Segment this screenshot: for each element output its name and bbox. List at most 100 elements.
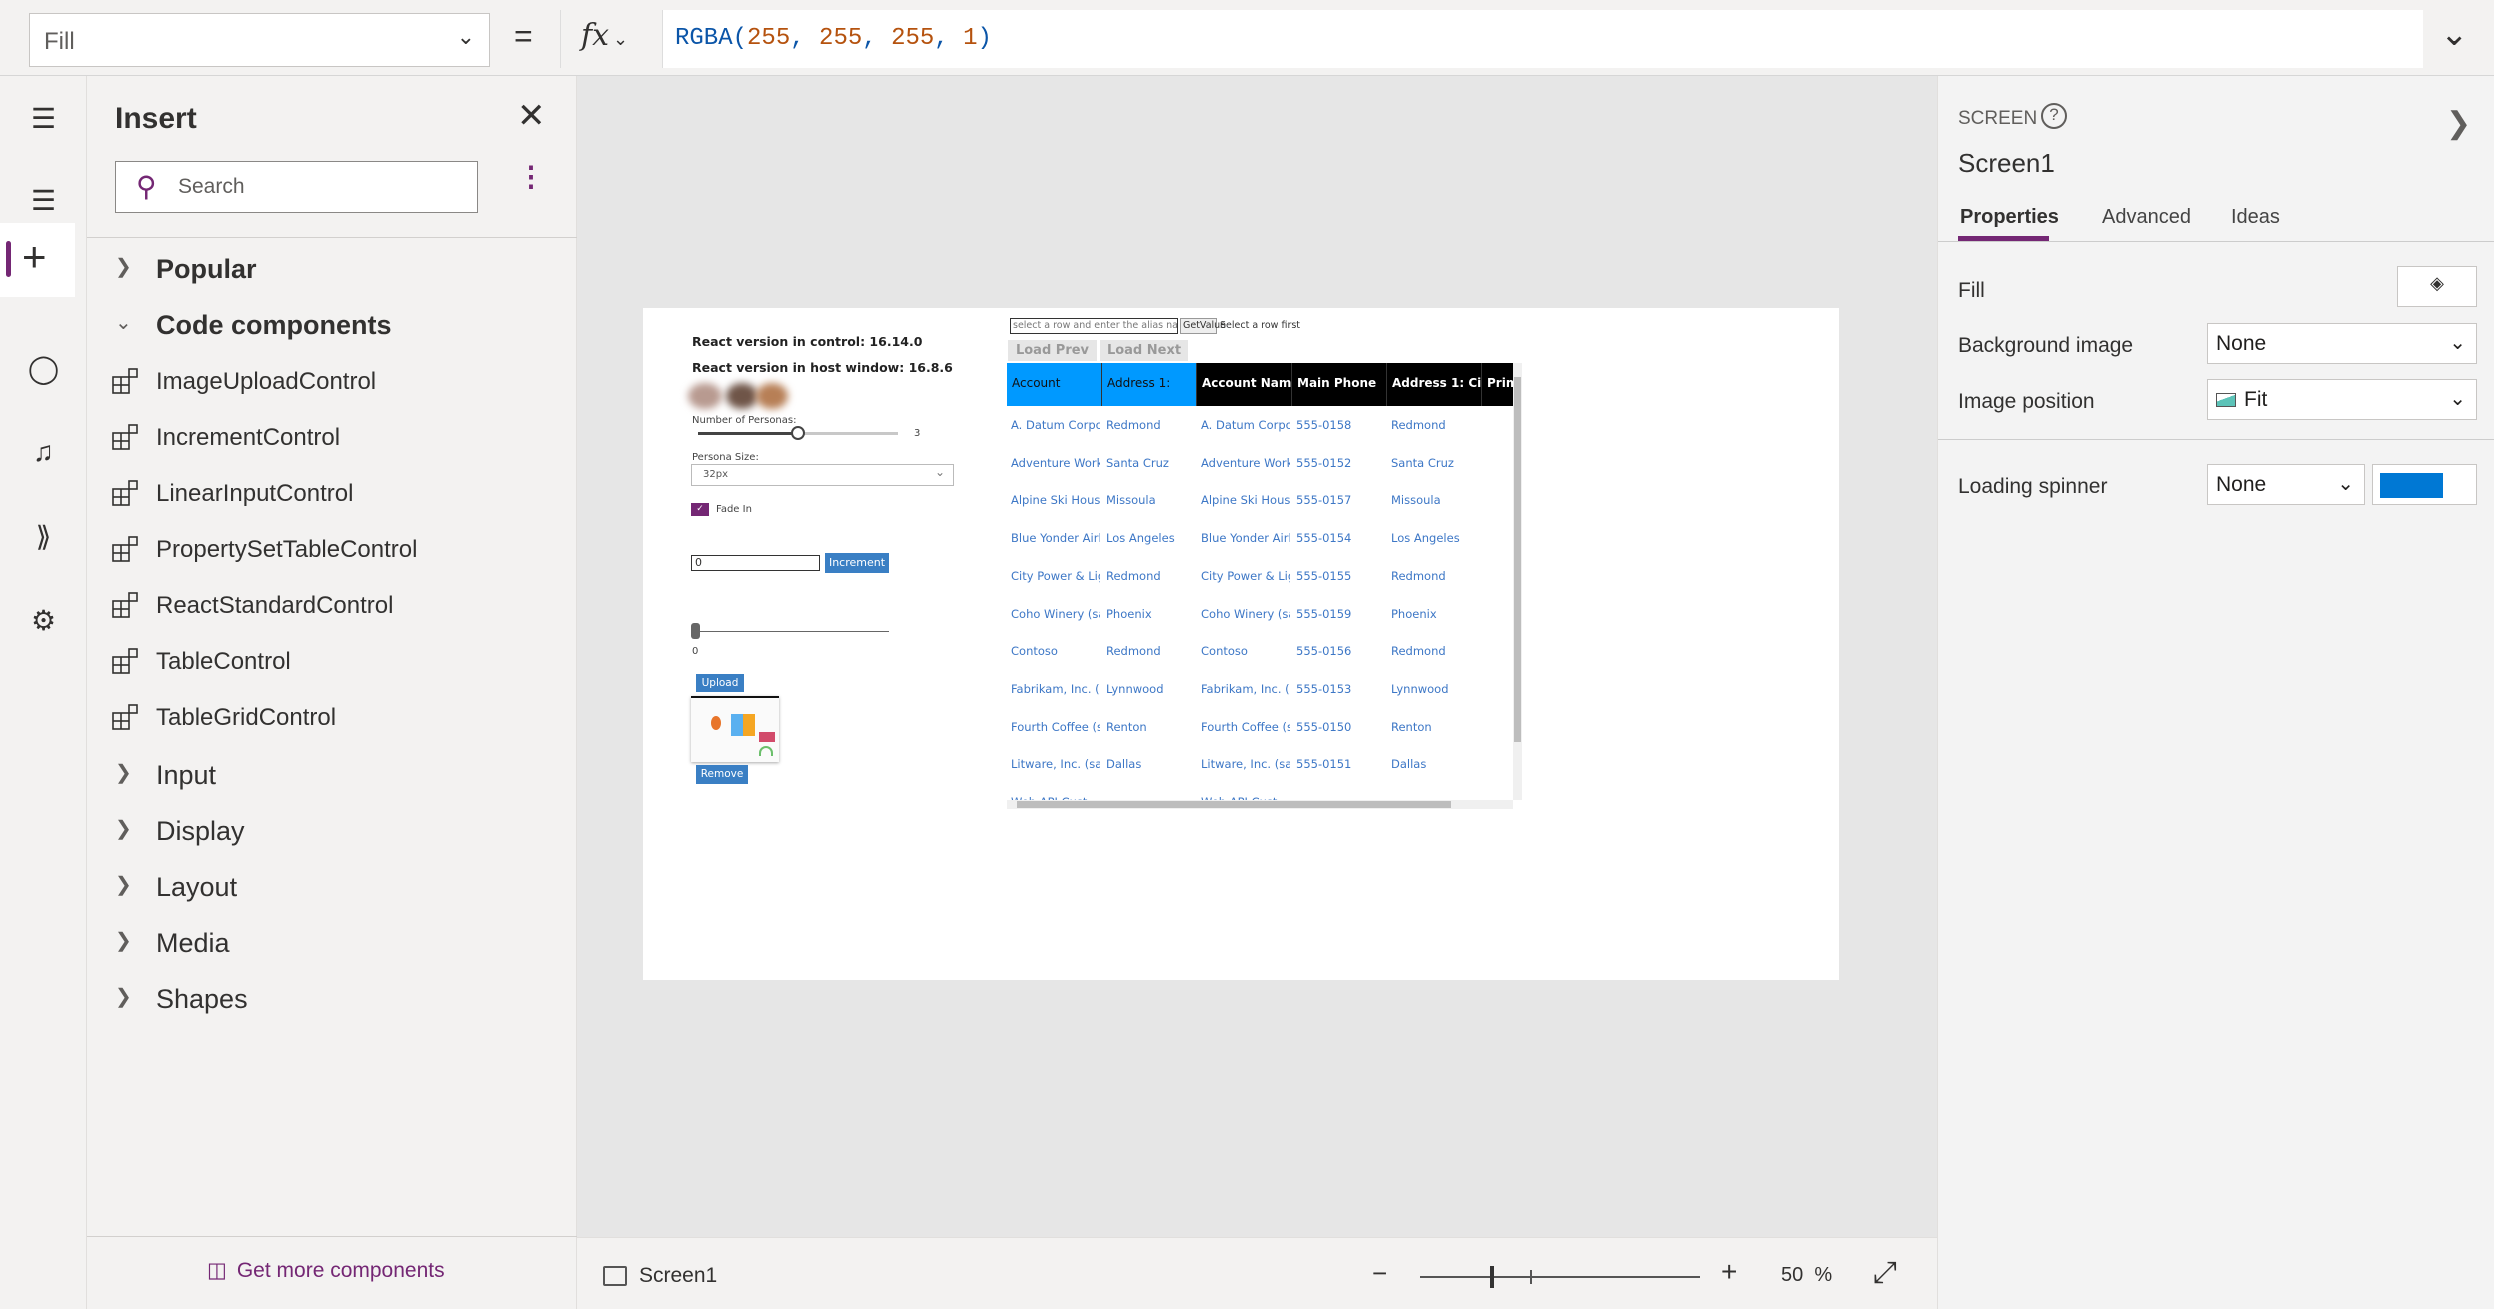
media-icon[interactable]: ♫ <box>33 436 54 467</box>
tab-properties[interactable]: Properties <box>1960 206 2059 228</box>
chevron-right-icon[interactable]: ❯ <box>2446 107 2472 140</box>
database-icon[interactable]: ◯ <box>27 353 60 384</box>
loading-spinner-dropdown[interactable]: None ⌄ <box>2207 464 2365 505</box>
persona-size-dropdown[interactable]: 32px ⌄ <box>691 464 954 486</box>
column-header[interactable]: Primary <box>1482 363 1513 406</box>
table-row[interactable]: Contoso Redmond Contoso 555-0156 Redmond <box>1007 632 1513 669</box>
rail-item-insert[interactable]: + <box>0 223 75 297</box>
category-item[interactable]: ❯ Shapes <box>87 976 577 1026</box>
close-icon[interactable]: ✕ <box>517 97 546 135</box>
table-cell: Litware, Inc. (sample) <box>1201 757 1290 772</box>
table-cell: Coho Winery (sample) <box>1011 606 1100 621</box>
tools-icon[interactable]: ⚙ <box>30 605 57 636</box>
table-row[interactable]: Fourth Coffee (sample) Renton Fourth Coffe… <box>1007 708 1513 745</box>
avatar <box>688 383 722 409</box>
zoom-out-button[interactable]: − <box>1372 1258 1388 1288</box>
component-item[interactable]: LinearInputControl <box>87 470 577 520</box>
data-table[interactable]: Account Address 1: Account Name Main Phone A… <box>1007 363 1513 800</box>
table-row[interactable]: Blue Yonder Airlines Los Angeles Blue Yond… <box>1007 519 1513 556</box>
divider <box>87 1236 577 1237</box>
component-item[interactable]: TableControl <box>87 638 577 688</box>
search-placeholder: Search <box>178 175 245 198</box>
table-row[interactable]: Alpine Ski House Missoula Alpine Ski House… <box>1007 481 1513 518</box>
column-header[interactable]: Account Name <box>1197 363 1292 406</box>
persona-avatars <box>688 381 798 411</box>
scrollbar-thumb[interactable] <box>1514 377 1521 742</box>
zoom-in-button[interactable]: + <box>1721 1256 1738 1287</box>
fill-color-picker[interactable]: ◈ <box>2397 266 2477 307</box>
slider-thumb[interactable] <box>791 426 805 440</box>
slider-thumb[interactable] <box>691 623 700 639</box>
table-cell: Blue Yonder Airlines <box>1011 531 1100 546</box>
tab-advanced[interactable]: Advanced <box>2102 206 2191 228</box>
table-row[interactable]: Litware, Inc. (sample) Dallas Litware, Inc… <box>1007 745 1513 782</box>
category-popular[interactable]: ❯ Popular <box>87 246 577 296</box>
zoom-slider[interactable] <box>1420 1266 1700 1288</box>
category-item[interactable]: ❯ Input <box>87 752 577 802</box>
increment-button[interactable]: Increment <box>825 553 889 573</box>
load-next-button[interactable]: Load Next <box>1100 340 1188 361</box>
load-prev-button[interactable]: Load Prev <box>1008 340 1097 361</box>
table-cell: Adventure Works <box>1201 455 1290 470</box>
component-label: ReactStandardControl <box>156 592 394 619</box>
get-more-components-link[interactable]: ◫ Get more components <box>207 1258 445 1283</box>
linear-input-slider[interactable] <box>691 623 889 639</box>
vertical-scrollbar[interactable] <box>1513 363 1522 800</box>
scrollbar-thumb[interactable] <box>1017 801 1451 808</box>
increment-input[interactable]: 0 <box>691 555 820 571</box>
fit-to-window-icon[interactable]: ⤢ <box>1873 1256 1897 1289</box>
divider <box>1938 439 2494 440</box>
component-item[interactable]: ImageUploadControl <box>87 358 577 408</box>
more-options-icon[interactable]: ⋮ <box>517 161 545 192</box>
table-row[interactable]: City Power & Light Redmond City Power & Li… <box>1007 557 1513 594</box>
fade-in-checkbox[interactable]: ✓ <box>691 503 709 516</box>
table-row[interactable]: Web API Cust... Web API Cust... <box>1007 783 1513 800</box>
category-code-components[interactable]: ⌄ Code components <box>87 302 577 352</box>
background-image-dropdown[interactable]: None ⌄ <box>2207 323 2477 364</box>
table-row[interactable]: A. Datum Corporation Redmond A. Datum Corp… <box>1007 406 1513 443</box>
slider-fill <box>698 432 798 435</box>
category-item[interactable]: ❯ Media <box>87 920 577 970</box>
search-input[interactable]: ⚲ Search <box>115 161 478 213</box>
component-item[interactable]: IncrementControl <box>87 414 577 464</box>
personas-slider[interactable] <box>698 426 898 440</box>
table-row[interactable]: Fabrikam, Inc. (sample) Lynnwood Fabrikam,… <box>1007 670 1513 707</box>
column-header[interactable]: Account <box>1007 363 1102 406</box>
remove-button[interactable]: Remove <box>696 765 748 784</box>
expand-formula-icon[interactable]: ⌄ <box>2440 15 2469 53</box>
thumb-shape <box>759 746 773 756</box>
column-header[interactable]: Address 1: <box>1102 363 1197 406</box>
divider <box>1938 241 2494 242</box>
fx-button[interactable]: fx ⌄ <box>560 10 663 68</box>
table-row[interactable]: Coho Winery (sample) Phoenix Coho Winery (… <box>1007 595 1513 632</box>
property-dropdown[interactable]: Fill ⌄ <box>29 13 490 67</box>
image-position-dropdown[interactable]: Fit ⌄ <box>2207 379 2477 420</box>
category-item[interactable]: ❯ Display <box>87 808 577 858</box>
formula-input[interactable]: RGBA(255, 255, 255, 1) <box>663 10 2423 68</box>
app-screen[interactable]: React version in control: 16.14.0 React … <box>643 308 1839 980</box>
spinner-color-picker[interactable] <box>2372 464 2477 505</box>
table-row[interactable]: Adventure Works Santa Cruz Adventure Works… <box>1007 444 1513 481</box>
component-item[interactable]: TableGridControl <box>87 694 577 744</box>
help-icon[interactable]: ? <box>2041 103 2067 129</box>
upload-button[interactable]: Upload <box>696 674 744 692</box>
paint-bucket-icon: ◈ <box>2430 273 2444 293</box>
column-header[interactable]: Main Phone <box>1292 363 1387 406</box>
hamburger-icon[interactable]: ☰ <box>30 103 57 134</box>
table-cell: Blue Yonder Airlines <box>1201 531 1290 546</box>
slider-thumb[interactable] <box>1490 1266 1494 1288</box>
getvalue-button[interactable]: GetValue <box>1180 318 1226 334</box>
category-item[interactable]: ❯ Layout <box>87 864 577 914</box>
power-automate-icon[interactable]: ⟫ <box>35 521 52 552</box>
table-cell: Redmond <box>1106 568 1161 583</box>
horizontal-scrollbar[interactable] <box>1007 800 1513 809</box>
alias-input[interactable]: select a row and enter the alias name <box>1010 318 1178 334</box>
column-header[interactable]: Address 1: City <box>1387 363 1482 406</box>
table-cell: Redmond <box>1391 418 1446 432</box>
component-item[interactable]: PropertySetTableControl <box>87 526 577 576</box>
layers-icon[interactable]: ☰ <box>30 185 57 216</box>
category-label: Code components <box>156 310 392 340</box>
tab-ideas[interactable]: Ideas <box>2231 206 2280 228</box>
component-item[interactable]: ReactStandardControl <box>87 582 577 632</box>
screen-name[interactable]: Screen1 <box>639 1264 718 1287</box>
